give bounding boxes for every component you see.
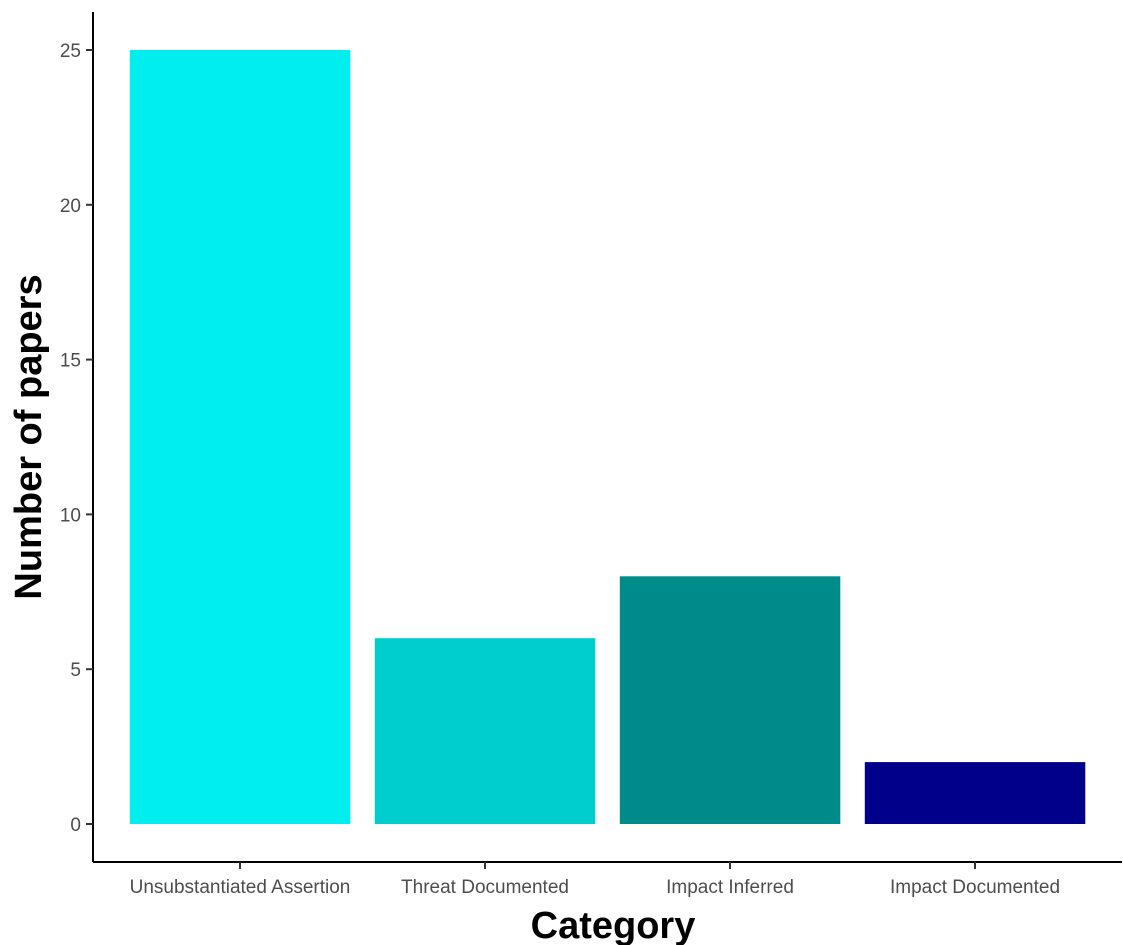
bar-1 [129, 50, 351, 824]
y-axis: 0 5 10 15 20 25 [60, 12, 94, 862]
bar-3 [619, 576, 841, 824]
bars-group [129, 50, 1086, 824]
y-tick-label: 15 [60, 351, 81, 372]
y-axis-title: Number of papers [8, 274, 50, 599]
x-tick-label: Impact Documented [890, 877, 1060, 898]
y-tick-label: 10 [60, 505, 81, 526]
y-tick-label: 25 [60, 41, 81, 62]
bar-2 [374, 638, 596, 824]
x-tick-label: Impact Inferred [666, 877, 794, 898]
x-tick-label: Threat Documented [401, 877, 569, 898]
y-tick-label: 0 [70, 815, 81, 836]
y-tick-label: 20 [60, 196, 81, 217]
x-axis: Unsubstantiated Assertion Threat Document… [93, 861, 1122, 898]
bar-4 [864, 762, 1086, 824]
y-tick-label: 5 [70, 660, 81, 681]
x-tick-label: Unsubstantiated Assertion [130, 877, 351, 898]
x-axis-title: Category [531, 905, 696, 945]
